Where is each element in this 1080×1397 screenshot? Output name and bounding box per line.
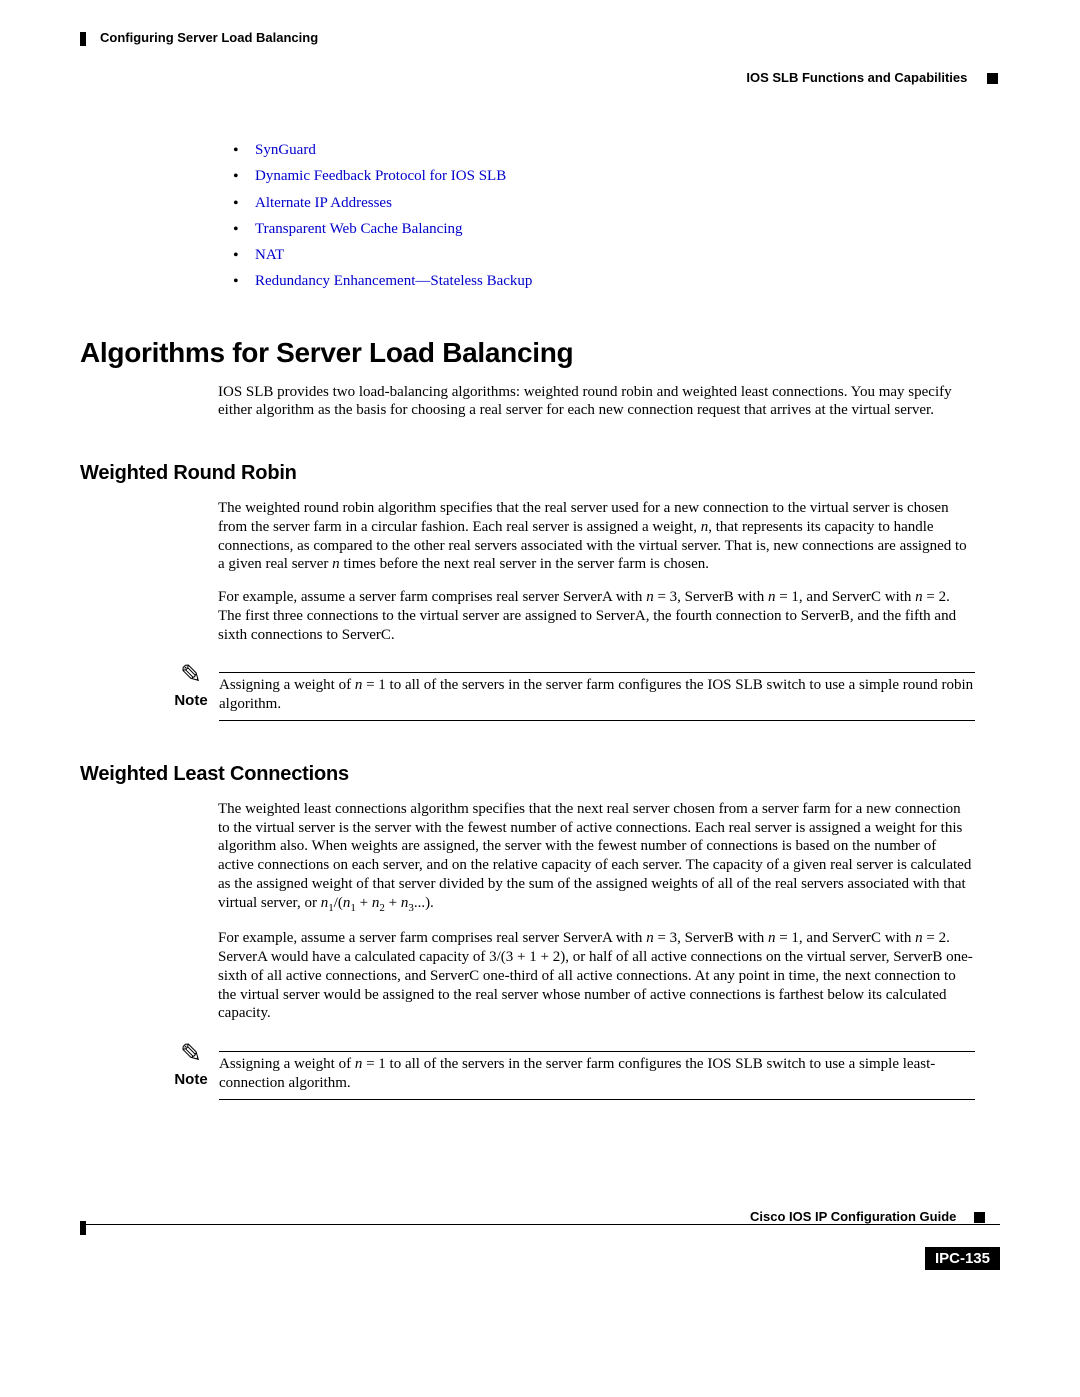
link-web-cache[interactable]: Transparent Web Cache Balancing — [255, 221, 463, 237]
wlc-note: ✎ Note Assigning a weight of n = 1 to al… — [163, 1041, 975, 1100]
link-nat[interactable]: NAT — [255, 247, 284, 263]
intro-paragraph: IOS SLB provides two load-balancing algo… — [218, 383, 975, 421]
intro-text: IOS SLB provides two load-balancing algo… — [218, 383, 975, 421]
footer-square-decoration — [974, 1212, 985, 1223]
header-bar-decoration — [80, 32, 86, 46]
pencil-icon: ✎ — [180, 1041, 202, 1067]
section-header-row: IOS SLB Functions and Capabilities — [80, 70, 998, 85]
note-label: Note — [163, 692, 219, 709]
note-icon-col: ✎ Note — [163, 1041, 219, 1100]
page-number: IPC-135 — [925, 1247, 1000, 1270]
content-area: SynGuard Dynamic Feedback Protocol for I… — [225, 137, 985, 1100]
link-alt-ip[interactable]: Alternate IP Addresses — [255, 195, 392, 211]
wrr-note: ✎ Note Assigning a weight of n = 1 to al… — [163, 662, 975, 721]
wrr-note-body: Assigning a weight of n = 1 to all of th… — [219, 672, 975, 721]
link-redundancy[interactable]: Redundancy Enhancement—Stateless Backup — [255, 273, 532, 289]
page: Configuring Server Load Balancing IOS SL… — [0, 0, 1080, 1397]
link-synguard[interactable]: SynGuard — [255, 142, 316, 158]
wrr-p1: The weighted round robin algorithm speci… — [218, 499, 975, 574]
heading-wlc: Weighted Least Connections — [80, 763, 985, 786]
footer-bar-decoration — [80, 1221, 86, 1235]
section-title: IOS SLB Functions and Capabilities — [746, 70, 967, 85]
wrr-body: The weighted round robin algorithm speci… — [218, 499, 975, 644]
note-label: Note — [163, 1071, 219, 1088]
header-square-decoration — [987, 73, 998, 84]
link-bullet-list: SynGuard Dynamic Feedback Protocol for I… — [255, 137, 985, 295]
wlc-p2: For example, assume a server farm compri… — [218, 929, 975, 1023]
wlc-p1: The weighted least connections algorithm… — [218, 800, 975, 916]
chapter-title: Configuring Server Load Balancing — [100, 30, 318, 45]
note-icon-col: ✎ Note — [163, 662, 219, 721]
footer-guide-row: Cisco IOS IP Configuration Guide — [80, 1209, 985, 1224]
heading-algorithms: Algorithms for Server Load Balancing — [80, 337, 985, 369]
wlc-body: The weighted least connections algorithm… — [218, 800, 975, 1023]
heading-wrr: Weighted Round Robin — [80, 462, 985, 485]
wlc-note-body: Assigning a weight of n = 1 to all of th… — [219, 1051, 975, 1100]
footer-line — [80, 1224, 1000, 1225]
wrr-p2: For example, assume a server farm compri… — [218, 588, 975, 644]
footer-guide-title: Cisco IOS IP Configuration Guide — [750, 1209, 956, 1224]
link-dfp[interactable]: Dynamic Feedback Protocol for IOS SLB — [255, 168, 506, 184]
header-row: Configuring Server Load Balancing — [80, 30, 985, 46]
pencil-icon: ✎ — [180, 662, 202, 688]
